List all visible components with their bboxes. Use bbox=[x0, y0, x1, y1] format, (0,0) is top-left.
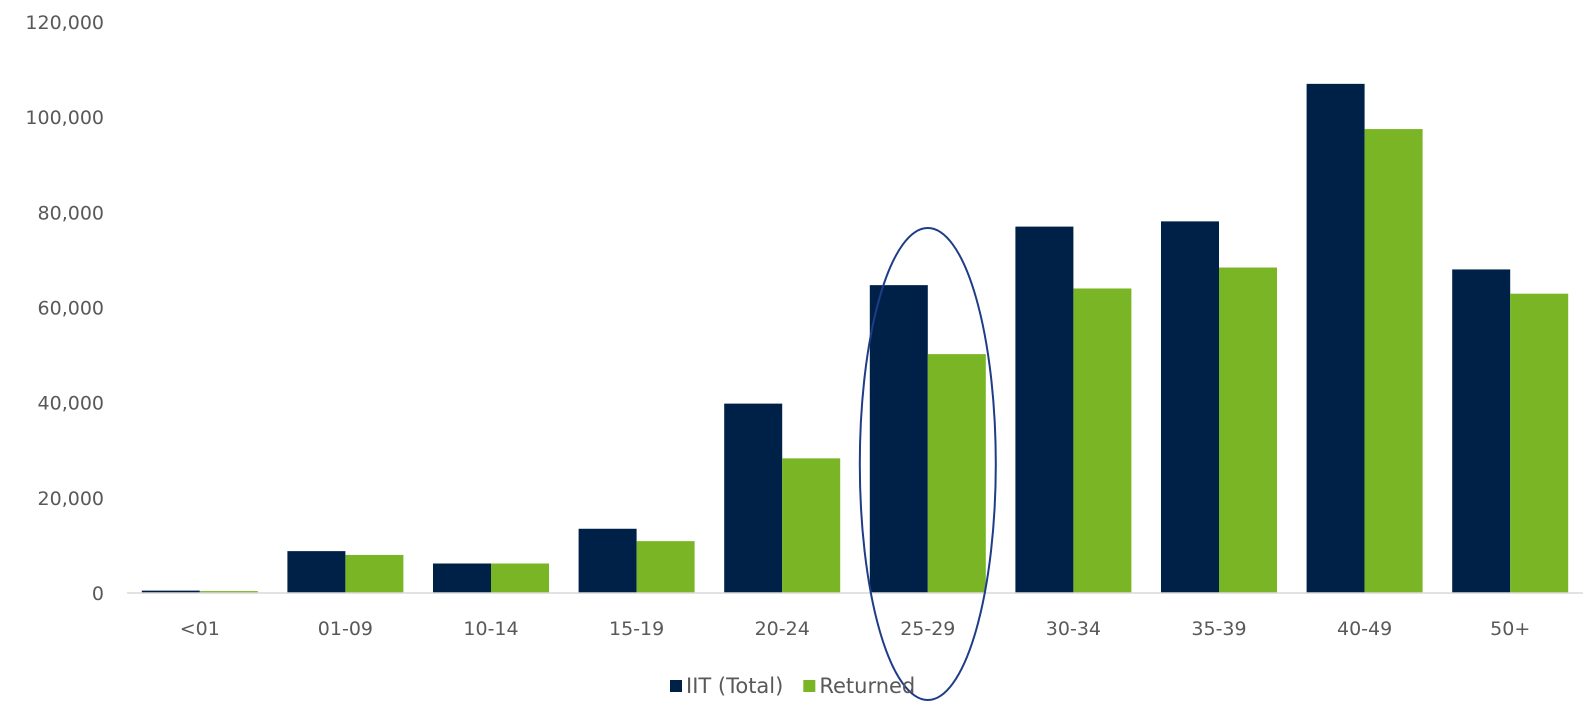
y-axis-ticks: 0 20,000 40,000 60,000 80,000 100,000 120,000 bbox=[25, 12, 104, 605]
x-axis-ticks: <01 01-09 10-14 15-19 20-24 25-29 30-34 35-39 40… bbox=[180, 618, 1531, 640]
legend-label: IIT (Total) bbox=[686, 674, 783, 698]
bar-returned bbox=[491, 563, 549, 593]
y-tick-label: 120,000 bbox=[25, 12, 104, 34]
bar-returned bbox=[927, 354, 986, 593]
x-tick-label: 50+ bbox=[1490, 618, 1530, 640]
bar-iit-total bbox=[869, 285, 928, 593]
bar-iit-total bbox=[1161, 221, 1219, 594]
legend-swatch bbox=[670, 680, 682, 692]
x-tick-label: 15-19 bbox=[609, 618, 664, 640]
bar-iit-total bbox=[1015, 226, 1074, 593]
x-tick-label: 25-29 bbox=[900, 618, 955, 640]
bar-iit-total bbox=[1452, 269, 1511, 593]
bar-iit-total bbox=[287, 551, 346, 593]
y-tick-label: 60,000 bbox=[38, 298, 104, 320]
x-tick-label: 10-14 bbox=[463, 618, 518, 640]
bar-returned bbox=[782, 458, 841, 593]
bar-iit-total bbox=[433, 563, 491, 593]
bar-iit-total bbox=[1306, 83, 1365, 593]
x-tick-label: 35-39 bbox=[1191, 618, 1246, 640]
y-tick-label: 100,000 bbox=[25, 107, 104, 129]
x-tick-label: 30-34 bbox=[1046, 618, 1101, 640]
x-tick-label: 01-09 bbox=[318, 618, 373, 640]
legend-label: Returned bbox=[819, 674, 915, 698]
x-tick-label: <01 bbox=[180, 618, 220, 640]
y-tick-label: 0 bbox=[92, 583, 104, 605]
x-tick-label: 40-49 bbox=[1337, 618, 1392, 640]
y-tick-label: 80,000 bbox=[38, 202, 104, 224]
bars bbox=[141, 83, 1569, 594]
bar-iit-total bbox=[578, 528, 637, 593]
highlight-ellipse bbox=[858, 227, 997, 701]
bar-returned bbox=[199, 591, 258, 593]
y-tick-label: 40,000 bbox=[38, 393, 104, 415]
bar-returned bbox=[1219, 267, 1277, 593]
bar-returned bbox=[1073, 288, 1132, 593]
bar-returned bbox=[1364, 129, 1423, 593]
legend-swatch bbox=[803, 680, 816, 692]
legend: IIT (Total) Returned bbox=[670, 674, 915, 698]
bar-iit-total bbox=[141, 590, 200, 593]
y-tick-label: 20,000 bbox=[38, 488, 104, 510]
x-tick-label: 20-24 bbox=[755, 618, 810, 640]
bar-returned bbox=[345, 554, 404, 593]
bar-returned bbox=[1510, 293, 1569, 593]
bar-iit-total bbox=[724, 403, 783, 593]
bar-returned bbox=[636, 541, 695, 593]
